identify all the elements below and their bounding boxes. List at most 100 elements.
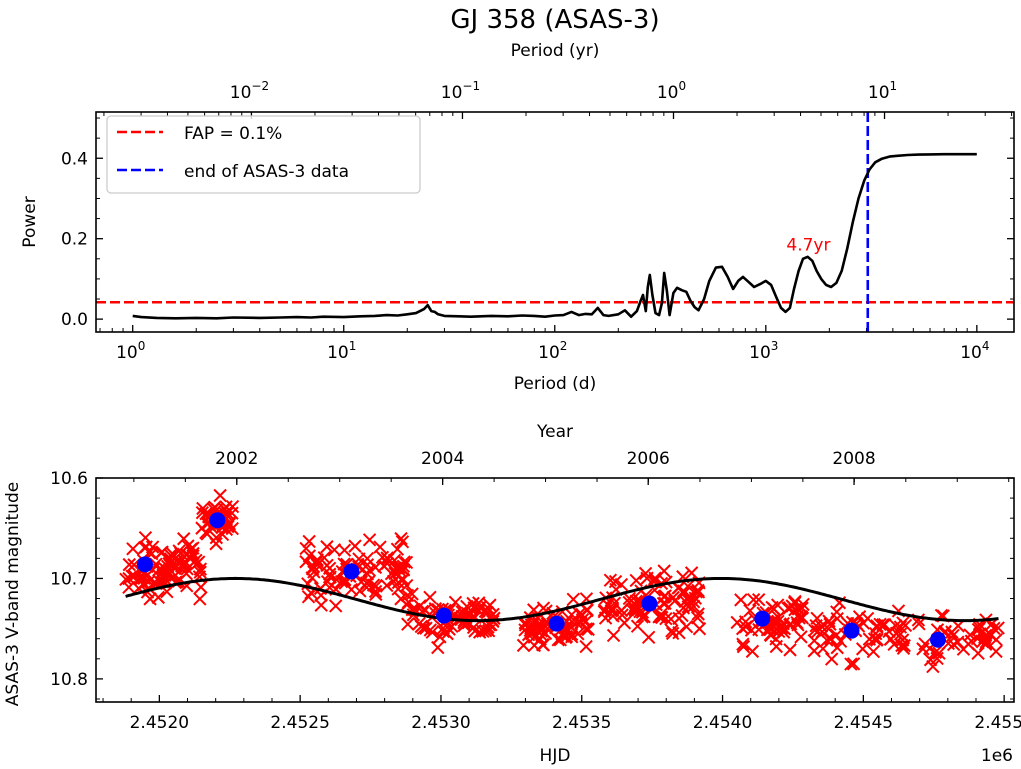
observation-marker xyxy=(344,582,359,597)
observation-marker xyxy=(516,638,531,653)
top-ytick-label: 0.0 xyxy=(61,310,88,330)
observation-marker xyxy=(405,587,419,601)
binned-mean-marker xyxy=(641,595,658,612)
observation-marker xyxy=(138,530,153,545)
observation-marker xyxy=(820,633,834,647)
bottom-xtick-label: 2.4530 xyxy=(411,713,470,733)
observation-marker xyxy=(401,617,415,631)
observation-marker xyxy=(323,570,337,584)
observation-marker xyxy=(862,632,877,646)
binned-mean-marker xyxy=(754,610,771,627)
observation-marker xyxy=(207,500,222,514)
observation-marker xyxy=(763,628,778,642)
observation-marker xyxy=(395,535,410,549)
bottom-xtick-label: 2.4535 xyxy=(552,713,611,733)
binned-mean-marker xyxy=(209,512,226,529)
observation-marker xyxy=(884,632,898,646)
top-secondary-ticks: 10−2 10−1 100 101 xyxy=(103,79,1013,119)
observation-marker xyxy=(571,627,585,641)
top-secondary-tick-label: 100 xyxy=(657,79,686,103)
observation-marker xyxy=(771,624,786,639)
observation-marker xyxy=(483,598,497,612)
top-ticks: 100 101 102 103 104 0.0 0.2 0.4 xyxy=(61,117,1014,363)
bottom-ytick-label: 10.7 xyxy=(50,569,88,589)
top-secondary-xlabel: Period (yr) xyxy=(511,41,600,61)
bottom-ylabel: ASAS-3 V-band magnitude xyxy=(3,482,23,706)
observation-marker xyxy=(672,625,686,640)
observation-marker xyxy=(423,623,438,637)
observation-marker xyxy=(601,598,615,612)
observation-marker xyxy=(122,557,136,572)
binned-mean-marker xyxy=(548,615,565,632)
observation-marker xyxy=(691,607,705,621)
observation-marker xyxy=(736,639,751,654)
bottom-xtick-label: 2.4540 xyxy=(693,713,752,733)
observation-marker xyxy=(195,505,210,520)
observation-marker xyxy=(657,590,671,604)
observation-marker xyxy=(692,622,707,636)
observation-marker xyxy=(788,596,802,610)
observation-marker xyxy=(814,619,829,633)
periodogram-panel: Period (yr) 10−2 10−1 100 101 100 101 102 103 1… xyxy=(20,41,1015,394)
periodogram-line xyxy=(132,152,977,320)
binned-mean-marker xyxy=(436,607,453,624)
observation-marker xyxy=(412,616,426,631)
observation-marker xyxy=(381,552,395,566)
bottom-ytick-label: 10.8 xyxy=(50,670,88,690)
observation-marker xyxy=(320,558,334,573)
observation-marker xyxy=(833,634,848,649)
bottom-ticks: 2.4520 2.4525 2.4530 2.4535 2.4540 2.4545 2.45… xyxy=(50,469,1021,733)
observation-marker xyxy=(305,571,319,585)
observation-marker xyxy=(388,566,402,581)
year-tick-label: 2002 xyxy=(215,449,258,469)
observation-marker xyxy=(373,540,387,554)
year-tick-label: 2008 xyxy=(832,449,875,469)
observation-marker xyxy=(830,640,844,655)
observation-marker xyxy=(810,611,824,626)
observation-marker xyxy=(310,554,324,569)
bottom-xtick-label: 2.4545 xyxy=(834,713,893,733)
observation-marker xyxy=(369,579,383,593)
observation-marker xyxy=(299,541,313,556)
observation-marker xyxy=(327,543,342,557)
observation-marker xyxy=(946,628,960,643)
observation-marker xyxy=(896,616,910,630)
observation-marker xyxy=(630,619,645,633)
observation-marker xyxy=(329,599,343,613)
binned-mean-marker xyxy=(136,556,153,573)
observation-marker xyxy=(518,618,533,632)
observation-marker xyxy=(521,627,536,642)
observation-marker xyxy=(177,532,191,546)
observation-marker xyxy=(866,644,881,659)
period-annotation: 4.7yr xyxy=(786,236,830,256)
observation-marker xyxy=(192,555,206,569)
top-xtick-label: 101 xyxy=(327,339,356,363)
observation-marker xyxy=(912,617,926,631)
legend: FAP = 0.1% end of ASAS-3 data xyxy=(106,115,421,194)
observation-marker xyxy=(348,539,362,553)
observation-marker xyxy=(855,642,870,656)
observation-marker xyxy=(380,556,395,571)
observation-marker xyxy=(384,567,399,581)
observation-marker xyxy=(478,624,493,638)
sine-fit-line xyxy=(125,576,999,623)
bottom-secondary-ticks: 2002 2004 2006 2008 xyxy=(133,449,1010,485)
observation-marker xyxy=(926,659,940,674)
observation-marker xyxy=(213,488,227,503)
observation-marker xyxy=(684,566,699,580)
observation-marker xyxy=(640,571,654,585)
observation-marker xyxy=(615,608,629,622)
observation-marker xyxy=(971,646,985,661)
year-tick-label: 2006 xyxy=(627,449,670,469)
observation-marker xyxy=(486,607,500,622)
observation-marker xyxy=(677,586,691,601)
observation-marker xyxy=(225,506,239,520)
observation-marker xyxy=(487,611,501,625)
bottom-secondary-xlabel: Year xyxy=(536,422,573,442)
observation-marker xyxy=(133,572,148,587)
observation-marker xyxy=(738,615,753,629)
legend-end-label: end of ASAS-3 data xyxy=(184,162,349,182)
legend-fap-label: FAP = 0.1% xyxy=(184,124,282,144)
observation-marker xyxy=(743,603,757,618)
observation-marker xyxy=(423,590,437,605)
